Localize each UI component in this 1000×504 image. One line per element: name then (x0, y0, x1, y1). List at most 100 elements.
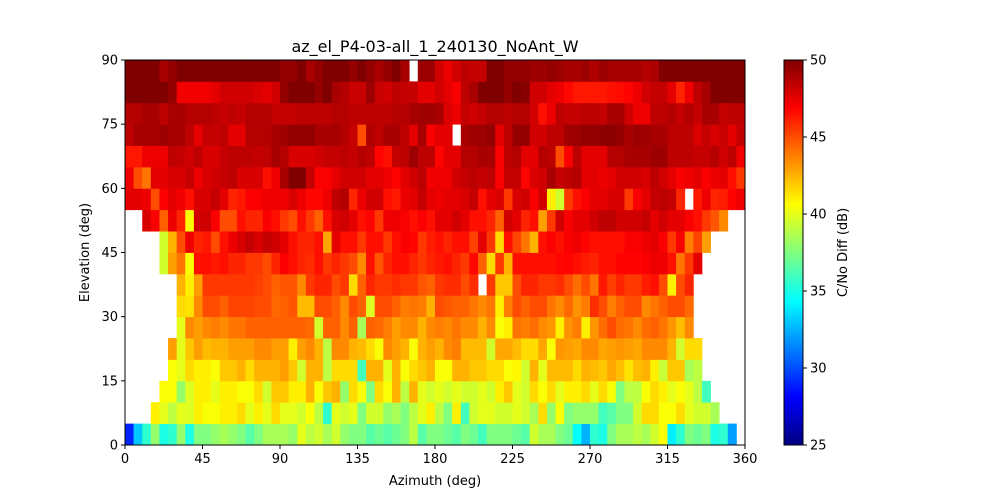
heatmap-cell (211, 81, 221, 104)
heatmap-cell (391, 231, 401, 253)
heatmap-cell (245, 316, 255, 339)
heatmap-cell (736, 188, 746, 211)
heatmap-cell (193, 209, 203, 232)
heatmap-cell (280, 316, 290, 339)
heatmap-cell (305, 252, 315, 275)
heatmap-cell (340, 380, 350, 403)
heatmap-cell (495, 166, 505, 189)
heatmap-cell (478, 380, 488, 403)
heatmap-cell (633, 60, 643, 82)
heatmap-cell (460, 60, 470, 82)
heatmap-cell (564, 145, 574, 168)
heatmap-cell (676, 60, 686, 82)
heatmap-cell (529, 273, 539, 296)
heatmap-cell (391, 60, 401, 82)
heatmap-cell (323, 81, 333, 104)
heatmap-cell (503, 423, 513, 446)
heatmap-cell (357, 188, 367, 211)
heatmap-cell (667, 60, 677, 82)
heatmap-cell (598, 81, 608, 104)
heatmap-cell (391, 145, 401, 168)
heatmap-cell (555, 338, 565, 360)
heatmap-cell (667, 359, 677, 382)
heatmap-cell (598, 423, 608, 446)
heatmap-cell (478, 188, 488, 211)
heatmap-cell (305, 338, 315, 360)
heatmap-cell (486, 60, 496, 82)
heatmap-cell (503, 252, 513, 275)
heatmap-cell (667, 145, 677, 168)
heatmap-cell (271, 252, 281, 275)
heatmap-cell (228, 423, 238, 446)
heatmap-cell (254, 102, 264, 125)
heatmap-cell (159, 166, 169, 189)
heatmap-cell (633, 209, 643, 232)
heatmap-cell (314, 402, 324, 425)
heatmap-cell (521, 231, 531, 253)
heatmap-cell (168, 359, 178, 382)
heatmap-cell (581, 145, 591, 168)
heatmap-cell (435, 273, 445, 296)
colorbar-tick-label: 25 (810, 439, 827, 454)
heatmap-cell (676, 166, 686, 189)
heatmap-cell (650, 102, 660, 125)
heatmap-cell (452, 295, 462, 318)
heatmap-cell (658, 166, 668, 189)
heatmap-cell (598, 252, 608, 275)
heatmap-cell (658, 124, 668, 146)
heatmap-cell (357, 252, 367, 275)
heatmap-cell (228, 166, 238, 189)
heatmap-cell (426, 359, 436, 382)
heatmap-cell (348, 359, 358, 382)
heatmap-cell (452, 60, 462, 82)
heatmap-cell (228, 380, 238, 403)
y-tick-label: 75 (101, 118, 118, 133)
heatmap-cell (409, 359, 419, 382)
heatmap-cell (417, 166, 427, 189)
heatmap-cell (650, 145, 660, 168)
heatmap-cell (245, 380, 255, 403)
heatmap-cell (460, 316, 470, 339)
heatmap-cell (460, 359, 470, 382)
heatmap-cell (572, 359, 582, 382)
heatmap-cell (211, 252, 221, 275)
heatmap-cell (417, 338, 427, 360)
heatmap-cell (633, 252, 643, 275)
heatmap-cell (443, 316, 453, 339)
heatmap-cell (271, 166, 281, 189)
heatmap-cell (443, 124, 453, 146)
heatmap-cell (340, 188, 350, 211)
heatmap-cell (615, 231, 625, 253)
heatmap-cell (590, 124, 600, 146)
heatmap-cell (435, 295, 445, 318)
heatmap-cell (529, 209, 539, 232)
heatmap-cell (383, 273, 393, 296)
heatmap-cell (236, 380, 246, 403)
heatmap-cell (323, 60, 333, 82)
heatmap-cell (521, 166, 531, 189)
heatmap-cell (650, 316, 660, 339)
heatmap-cell (288, 231, 298, 253)
heatmap-cell (202, 316, 212, 339)
heatmap-cell (262, 380, 272, 403)
heatmap-cell (486, 145, 496, 168)
heatmap-cell (348, 316, 358, 339)
heatmap-cell (435, 252, 445, 275)
heatmap-cell (512, 273, 522, 296)
heatmap-cell (159, 60, 169, 82)
heatmap-cell (280, 402, 290, 425)
heatmap-cell (469, 359, 479, 382)
heatmap-cell (650, 166, 660, 189)
heatmap-cell (658, 359, 668, 382)
heatmap-cell (133, 81, 143, 104)
heatmap-cell (176, 402, 186, 425)
heatmap-cell (400, 402, 410, 425)
heatmap-cell (262, 188, 272, 211)
heatmap-cell (478, 402, 488, 425)
heatmap-cell (236, 295, 246, 318)
heatmap-cell (417, 231, 427, 253)
heatmap-cell (142, 102, 152, 125)
heatmap-cell (521, 273, 531, 296)
heatmap-cell (486, 209, 496, 232)
heatmap-cell (555, 380, 565, 403)
